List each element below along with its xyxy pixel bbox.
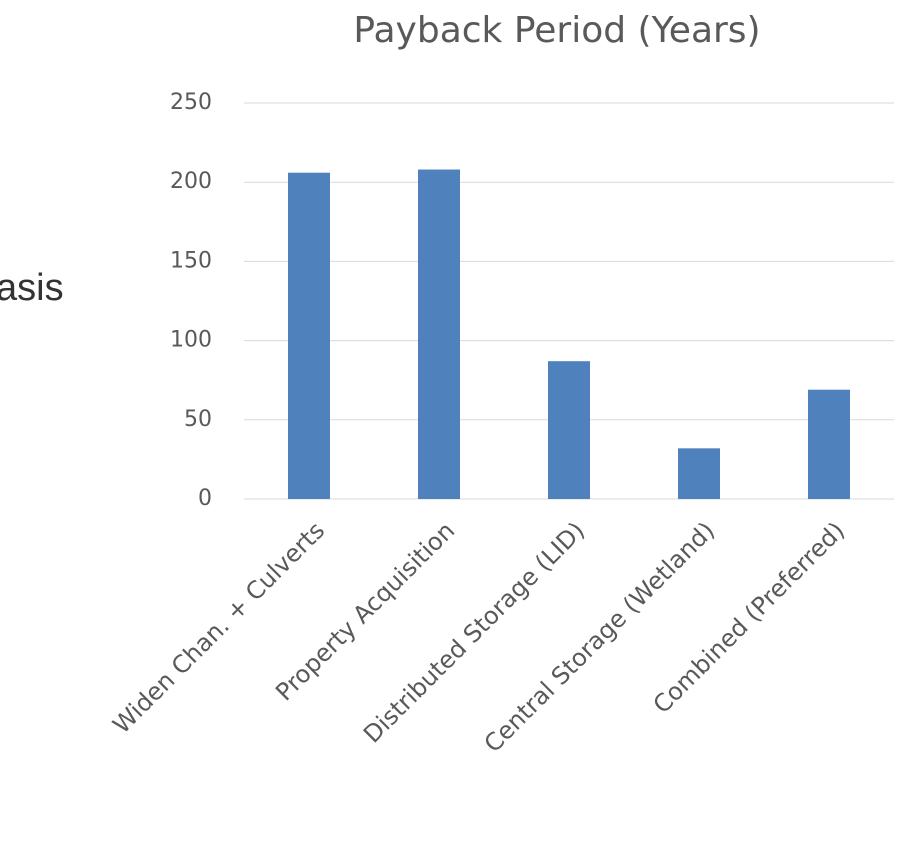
- y-tick-label: 200: [170, 169, 212, 194]
- y-tick-label: 150: [170, 248, 212, 273]
- x-tick-label: Widen Chan. + Culverts: [107, 516, 330, 739]
- y-tick-label: 0: [198, 486, 212, 511]
- bar: [418, 169, 460, 499]
- bar: [808, 389, 850, 499]
- bar: [678, 448, 720, 499]
- chart-title: Payback Period (Years): [353, 10, 760, 51]
- x-tick-label: Central Storage (Wetland): [479, 516, 721, 758]
- bar: [288, 172, 330, 500]
- y-tick-label: 100: [170, 328, 212, 353]
- x-tick-label: Distributed Storage (LID): [358, 516, 590, 748]
- y-tick-label: 50: [184, 407, 212, 432]
- y-tick-label: 250: [170, 90, 212, 115]
- side-text: asis: [0, 267, 64, 309]
- bar: [548, 361, 590, 499]
